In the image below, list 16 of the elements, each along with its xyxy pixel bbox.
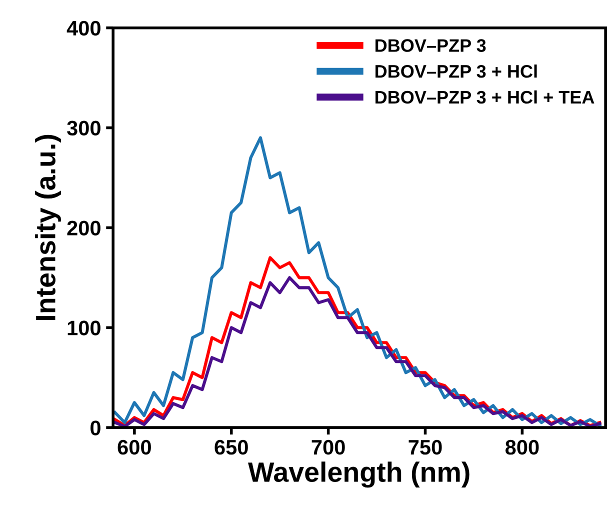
x-tick-label: 700 xyxy=(312,440,345,455)
line-series xyxy=(113,136,602,428)
y-axis-title: Intensity (a.u.) xyxy=(35,134,61,320)
y-tick-label: 300 xyxy=(67,120,100,136)
y-tick-label: 100 xyxy=(68,320,100,336)
y-tick-label: 400 xyxy=(66,20,100,36)
x-tick-label: 800 xyxy=(505,440,539,455)
x-tick-label: 600 xyxy=(118,440,151,455)
y-tick-label: 0 xyxy=(90,420,100,436)
y-tick-label: 200 xyxy=(67,220,100,236)
x-tick-label: 650 xyxy=(214,440,248,455)
legend-label: DBOV–PZP 3 + HCl xyxy=(376,64,537,78)
x-tick-label: 750 xyxy=(408,440,442,455)
legend-label: DBOV–PZP 3 xyxy=(376,39,486,52)
x-axis-title: Wavelength (nm) xyxy=(248,462,470,488)
legend-label: DBOV–PZP 3 + HCl + TEA xyxy=(376,90,594,104)
